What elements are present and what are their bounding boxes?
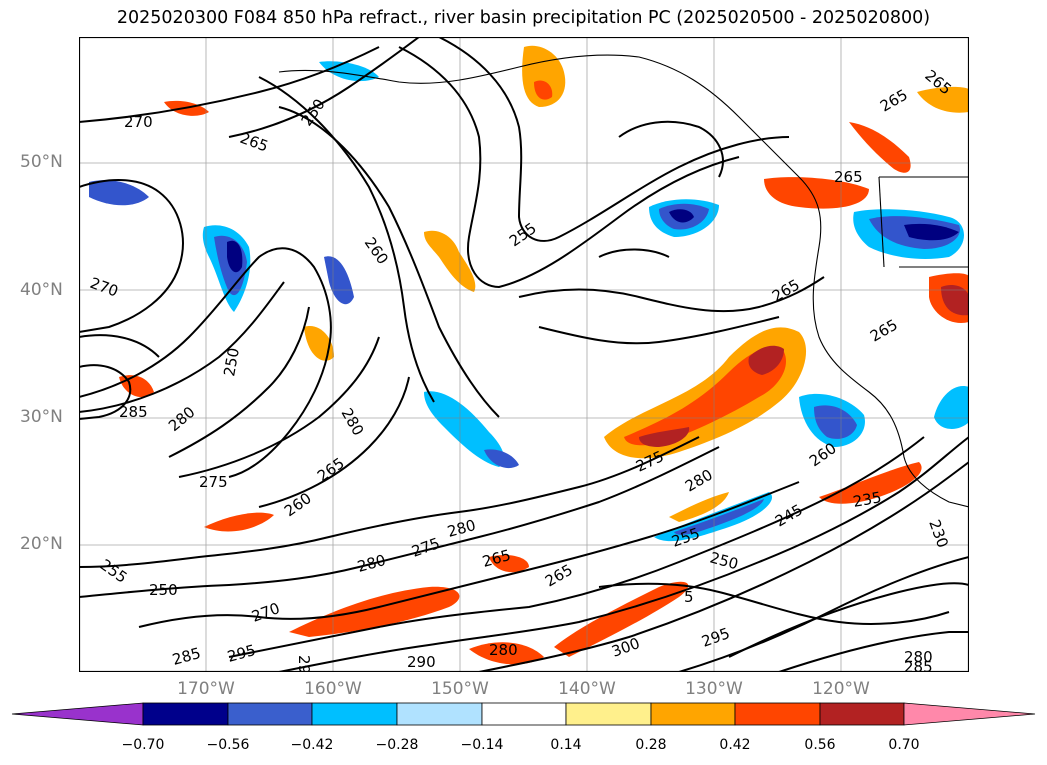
lon-label: 160°W [304,679,362,699]
positive-anomaly-region [819,462,922,504]
colorbar-tick: −0.28 [375,737,419,753]
colorbar-segments [11,702,1036,726]
colorbar-tick: 0.70 [888,737,920,753]
contour-label: 265 [834,168,863,186]
contour-label: 270 [124,113,153,131]
negative-anomaly-region [324,256,354,305]
lat-label: 40°N [20,280,63,300]
colorbar-bin [734,702,821,726]
contour-label: 285 [904,658,933,672]
positive-anomaly-core [534,80,553,100]
contour-label: 275 [199,473,228,491]
lat-label: 20°N [20,534,63,554]
negative-anomaly-region [424,391,505,467]
positive-anomaly-region [304,326,334,361]
positive-anomaly-region [849,122,911,173]
lat-label: 50°N [20,152,63,172]
coastlines [278,54,969,508]
colorbar-bin [650,702,736,726]
positive-anomaly-region [469,642,544,665]
page-title: 2025020300 F084 850 hPa refract., river … [116,8,931,28]
negative-anomaly-max [904,223,959,241]
positive-anomaly-region [917,86,969,113]
positive-anomaly-max [941,285,969,316]
contour-label: 235 [852,488,883,511]
contour-label: 250 [220,346,243,377]
colorbar-bin [396,702,483,726]
contour-label: 29 [295,655,313,672]
negative-anomaly-max [227,240,243,273]
negative-anomaly-max [669,209,694,223]
colorbar-tick: −0.70 [121,737,165,753]
lon-label: 140°W [558,679,616,699]
colorbar-tick: 0.14 [550,737,582,753]
colorbar-bin [311,702,398,726]
contour-label: 280 [489,641,518,659]
colorbar-tick: 0.56 [804,737,836,753]
contour-label: 280 [904,648,933,666]
colorbar-bin [227,702,313,726]
colorbar-bin [565,702,652,726]
colorbar-tick: −0.42 [290,737,334,753]
positive-anomaly-region [489,555,529,573]
map-panel: 270 265 250 260 255 265 265 265 270 265 … [79,37,969,672]
colorbar-bin [819,702,905,726]
lat-label: 30°N [20,407,63,427]
refractivity-contours [79,37,969,672]
positive-anomaly-region [289,586,460,637]
lon-label: 120°W [812,679,870,699]
lon-label: 150°W [431,679,489,699]
negative-anomaly-core [814,405,857,439]
colorbar-tick: 0.42 [719,737,751,753]
contour-label: 250 [149,581,178,599]
positive-anomaly-region [424,230,476,292]
contour-label: 285 [119,403,148,421]
positive-anomaly-region [522,45,566,107]
negative-anomaly-core [674,499,764,535]
positive-anomaly-core [624,348,787,446]
colorbar-extend-low [11,702,144,726]
positive-anomaly-region [204,512,274,532]
colorbar-bin [142,702,229,726]
positive-anomaly-region [764,177,869,209]
lat-lon-grid [79,37,969,672]
contour-label: 5 [684,588,694,606]
colorbar-tick: −0.56 [206,737,250,753]
colorbar-tick: −0.14 [460,737,504,753]
contour-label: 290 [407,653,436,671]
colorbar [11,702,1036,726]
colorbar-extend-high [903,702,1036,726]
negative-anomaly-region [484,449,519,469]
colorbar-tick: 0.28 [635,737,667,753]
positive-anomaly-max [639,427,690,447]
lon-label: 130°W [685,679,743,699]
positive-anomaly-max [748,345,784,375]
lon-label: 170°W [177,679,235,699]
colorbar-bin [481,702,567,726]
negative-anomaly-region [89,180,149,206]
